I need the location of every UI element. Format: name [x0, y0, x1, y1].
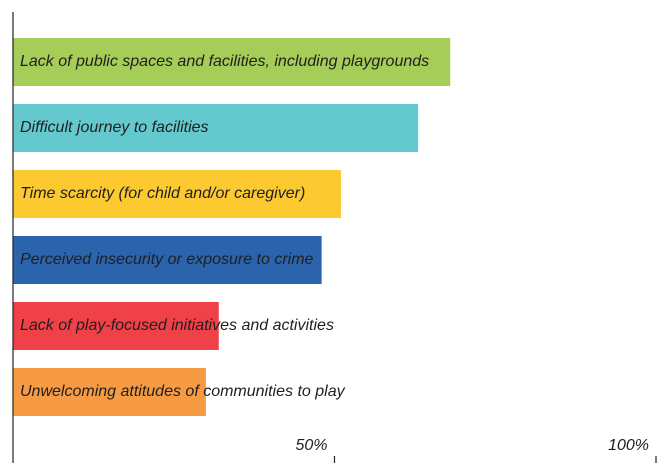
x-tick-label-2: 100% — [608, 437, 649, 454]
bar-label-2: Difficult journey to facilities — [20, 119, 209, 136]
bar-4 — [13, 236, 322, 284]
bar-5 — [13, 302, 219, 350]
bar-label-1: Lack of public spaces and facilities, in… — [20, 53, 429, 70]
bar-label-3: Time scarcity (for child and/or caregive… — [20, 185, 305, 202]
bar-1 — [13, 38, 451, 86]
x-axis-ticks-group: 50% 100% — [295, 437, 657, 463]
bars-group — [13, 38, 451, 416]
bar-6 — [13, 368, 206, 416]
bar-3 — [13, 170, 341, 218]
x-tick-label-1: 50% — [295, 437, 327, 454]
bar-2 — [13, 104, 419, 152]
bar-labels-group: Lack of public spaces and facilities, in… — [20, 53, 429, 400]
bar-label-5: Lack of play-focused initiatives and act… — [20, 317, 334, 334]
bar-label-6: Unwelcoming attitudes of communities to … — [20, 383, 346, 400]
bar-label-4: Perceived insecurity or exposure to crim… — [20, 251, 314, 268]
